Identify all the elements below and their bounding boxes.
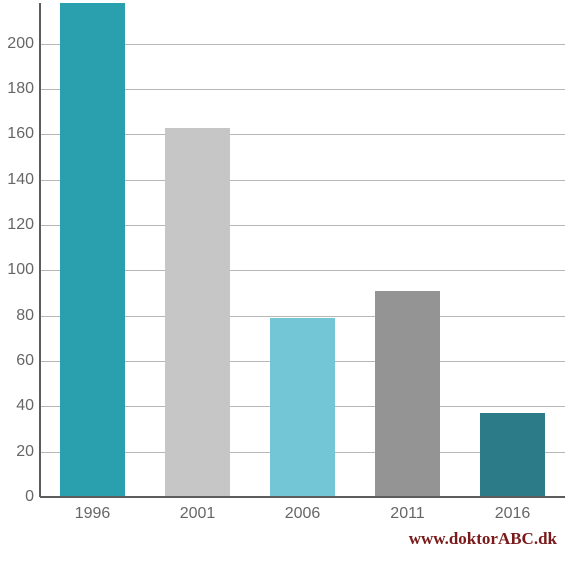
y-tick-label: 140 [0,171,34,189]
y-tick-label: 160 [0,125,34,143]
x-tick-label: 2011 [355,505,460,523]
y-tick-label: 180 [0,80,34,98]
plot-area [40,3,565,497]
bar [165,128,230,497]
bar [60,3,125,497]
x-axis [40,496,565,498]
x-tick-label: 2001 [145,505,250,523]
y-tick-label: 200 [0,35,34,53]
x-tick-label: 2006 [250,505,355,523]
bar [375,291,440,497]
bar [480,413,545,497]
bar [270,318,335,497]
x-tick-label: 2016 [460,505,565,523]
y-tick-label: 120 [0,216,34,234]
y-tick-label: 60 [0,352,34,370]
x-tick-label: 1996 [40,505,145,523]
source-link[interactable]: www.doktorABC.dk [409,529,557,549]
y-tick-label: 20 [0,443,34,461]
y-tick-label: 100 [0,261,34,279]
y-tick-label: 0 [0,488,34,506]
y-tick-label: 80 [0,307,34,325]
bar-chart: www.doktorABC.dk 0 20 40 60 80 100 120 140 160 18… [0,0,571,566]
y-axis [39,3,41,497]
y-tick-label: 40 [0,397,34,415]
